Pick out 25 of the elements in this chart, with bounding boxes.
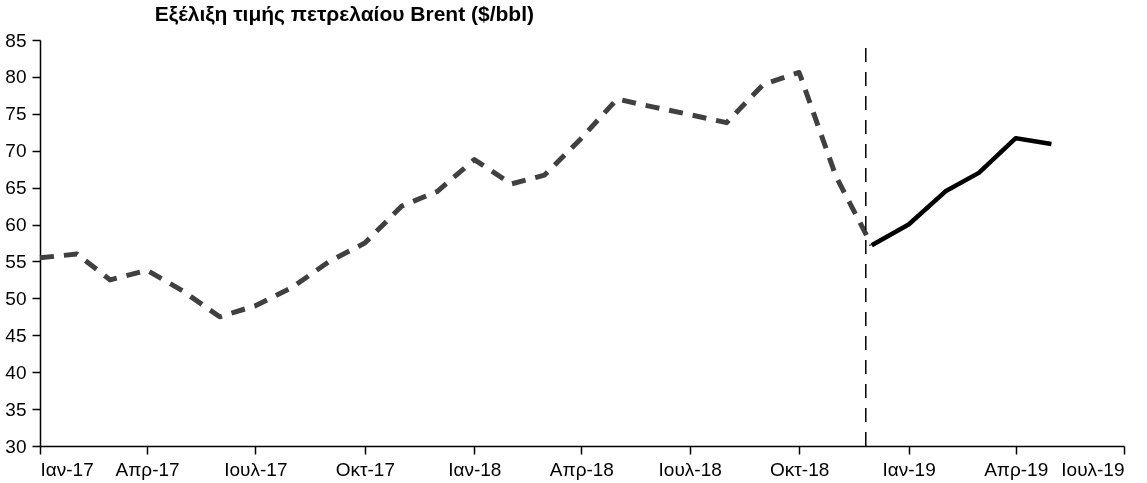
x-tick-label: Ιουλ-17 (224, 458, 288, 480)
y-tick-label: 35 (5, 398, 27, 420)
y-tick-label: 65 (5, 177, 27, 199)
line-series (869, 135, 1054, 248)
x-tick-label: Ιαν-18 (448, 458, 502, 480)
x-tick-label: Οκτ-18 (770, 458, 830, 480)
y-tick-label: 30 (5, 435, 27, 457)
y-tick-label: 60 (5, 214, 27, 236)
x-tick-label: Οκτ-17 (335, 458, 395, 480)
y-tick-label: 80 (5, 66, 27, 88)
y-tick-label: 40 (5, 361, 27, 383)
y-tick-label: 50 (5, 287, 27, 309)
y-tick-label: 55 (5, 250, 27, 272)
x-tick-label: Ιαν-19 (882, 458, 936, 480)
x-tick-label: Ιαν-17 (40, 458, 94, 480)
y-tick-label: 85 (5, 29, 27, 51)
x-tick-label: Ιουλ-18 (658, 458, 722, 480)
x-tick-label: Απρ-19 (984, 458, 1049, 480)
y-tick-label: 75 (5, 103, 27, 125)
y-tick-label: 70 (5, 140, 27, 162)
x-tick-label: Απρ-18 (549, 458, 614, 480)
chart-title: Εξέλιξη τιμής πετρελαίου Brent ($/bbl) (154, 2, 534, 26)
x-tick-label: Ιουλ-19 (1061, 458, 1125, 480)
y-tick-label: 45 (5, 324, 27, 346)
x-tick-label: Απρ-17 (115, 458, 180, 480)
